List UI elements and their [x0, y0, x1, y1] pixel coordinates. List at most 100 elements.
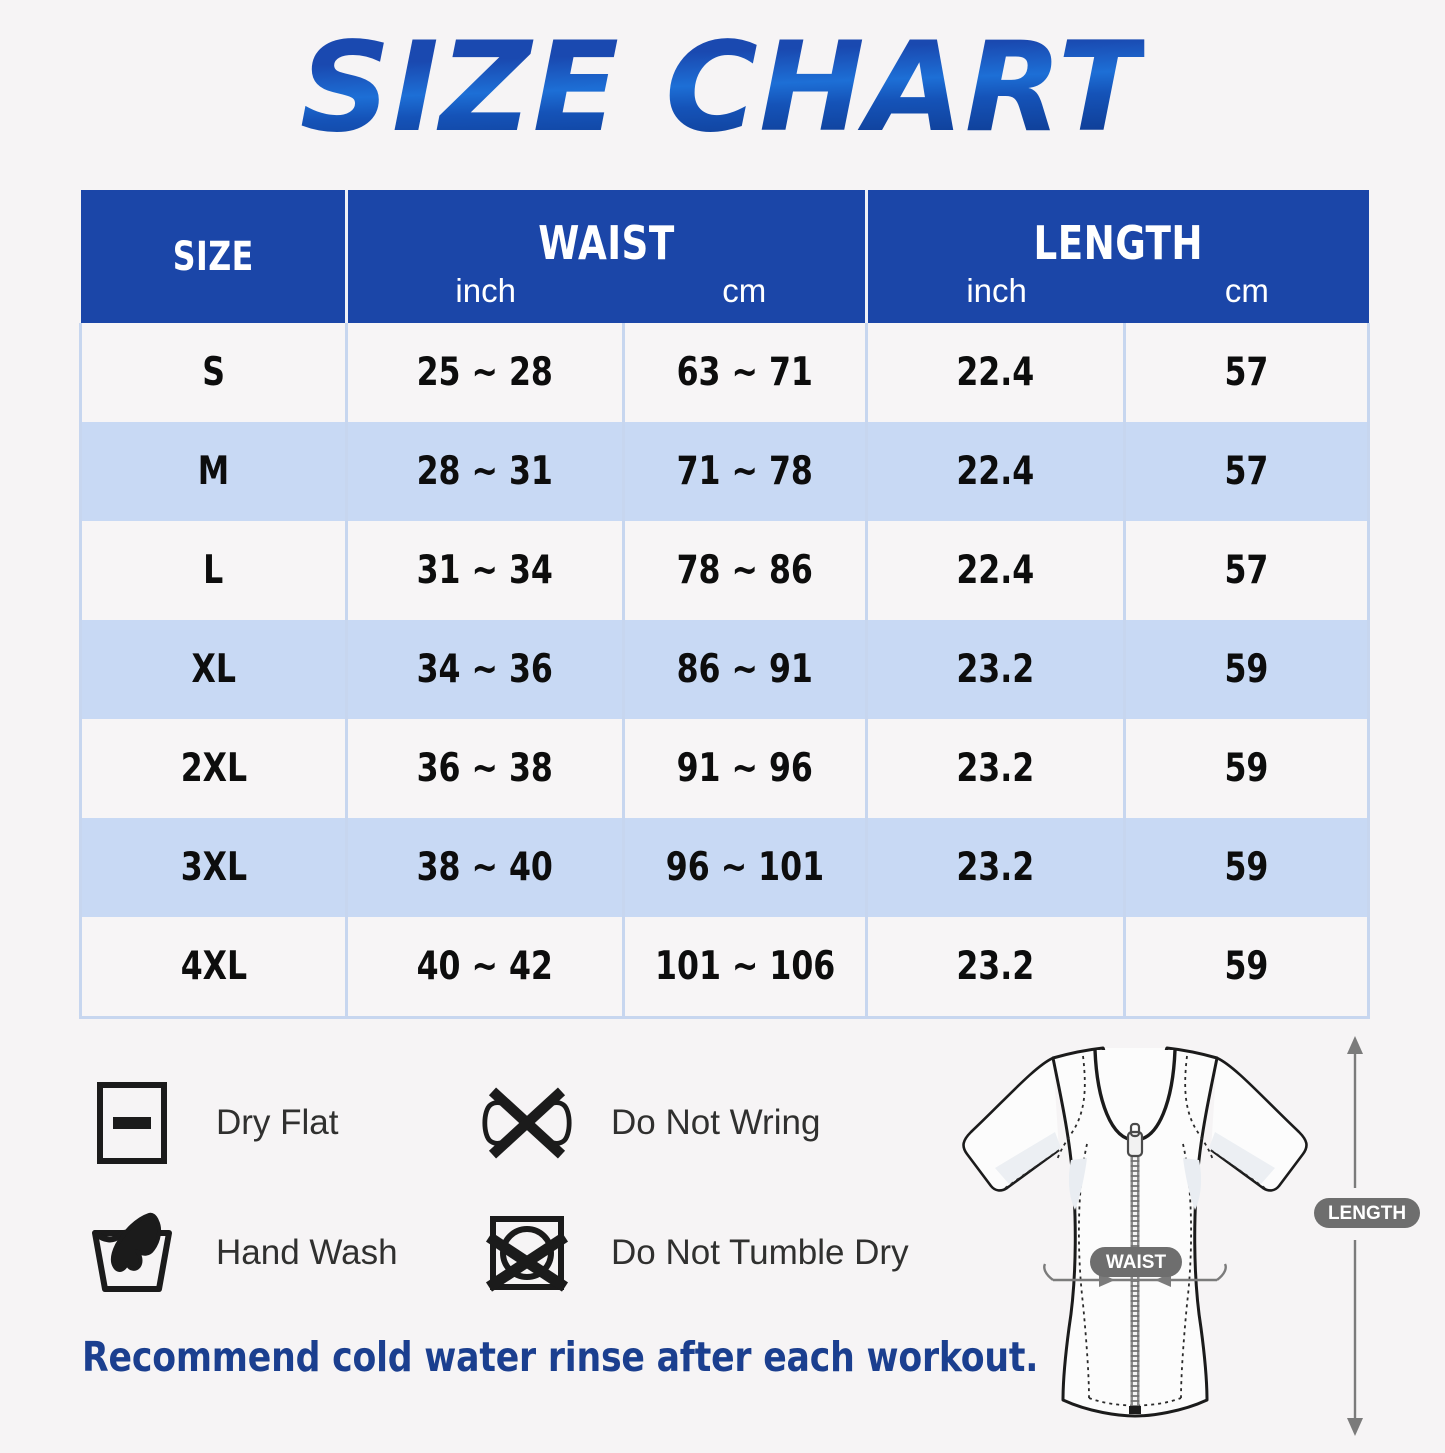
cell-length-inch: 23.2 [865, 620, 1126, 719]
care-instructions-grid: Dry Flat Do Not Wring Hand W [86, 1058, 956, 1318]
cell-length-cm: 57 [1123, 521, 1370, 620]
cell-waist-cm-value: 101 ~ 106 [654, 944, 836, 989]
column-header-length-label: LENGTH [1033, 216, 1203, 270]
cell-waist-inch: 36 ~ 38 [345, 719, 625, 818]
cell-size-value: M [197, 449, 230, 494]
column-subheader-length-cm: cm [1224, 272, 1269, 309]
cell-waist-inch-value: 38 ~ 40 [416, 845, 554, 890]
column-subheader-length-inch: inch [966, 272, 1027, 309]
cell-waist-cm: 86 ~ 91 [622, 620, 868, 719]
cell-waist-cm-value: 63 ~ 71 [676, 350, 814, 395]
cell-length-inch-value: 23.2 [956, 746, 1035, 791]
cell-waist-cm-value: 91 ~ 96 [676, 746, 814, 791]
cell-length-inch: 23.2 [865, 818, 1126, 917]
cell-size-value: 2XL [180, 746, 247, 791]
cell-size: 2XL [79, 719, 348, 818]
cell-waist-cm-value: 86 ~ 91 [676, 647, 814, 692]
column-header-size-label: SIZE [172, 233, 254, 280]
cell-length-inch-value: 22.4 [956, 449, 1035, 494]
cell-size: S [79, 323, 348, 422]
cell-size: L [79, 521, 348, 620]
cell-waist-cm: 63 ~ 71 [622, 323, 868, 422]
footer-note: Recommend cold water rinse after each wo… [82, 1333, 1039, 1381]
cell-waist-inch-value: 40 ~ 42 [416, 944, 554, 989]
cell-length-cm: 59 [1123, 818, 1370, 917]
care-item-do-not-wring: Do Not Wring [481, 1077, 951, 1169]
cell-length-cm-value: 57 [1224, 449, 1269, 494]
care-label-do-not-tumble-dry: Do Not Tumble Dry [611, 1233, 909, 1272]
cell-length-inch-value: 23.2 [956, 647, 1035, 692]
care-row: Hand Wash Do Not Tumble Dry [86, 1188, 956, 1318]
care-label-hand-wash: Hand Wash [216, 1233, 398, 1272]
cell-waist-inch: 28 ~ 31 [345, 422, 625, 521]
length-measure-arrow [1347, 1036, 1363, 1436]
column-header-waist-label: WAIST [538, 216, 675, 270]
dry-flat-icon [86, 1077, 178, 1169]
length-badge: LENGTH [1314, 1198, 1420, 1228]
title-bar: SIZE CHART [0, 18, 1445, 158]
table-row: S 25 ~ 28 63 ~ 71 22.4 57 [79, 323, 1370, 422]
cell-length-cm: 57 [1123, 422, 1370, 521]
cell-size: 3XL [79, 818, 348, 917]
cell-waist-cm: 96 ~ 101 [622, 818, 868, 917]
cell-length-inch-value: 22.4 [956, 548, 1035, 593]
cell-waist-inch-value: 36 ~ 38 [416, 746, 554, 791]
cell-waist-inch-value: 31 ~ 34 [416, 548, 554, 593]
cell-length-inch: 22.4 [865, 422, 1126, 521]
do-not-wring-icon [481, 1077, 573, 1169]
table-row: M 28 ~ 31 71 ~ 78 22.4 57 [79, 422, 1370, 521]
table-header: SIZE WAIST inch cm LENGTH inch cm [80, 190, 1369, 323]
cell-waist-inch-value: 25 ~ 28 [416, 350, 554, 395]
column-subheader-waist-inch: inch [455, 272, 516, 309]
cell-length-inch: 22.4 [865, 521, 1126, 620]
cell-size-value: S [202, 350, 225, 395]
cell-waist-cm: 71 ~ 78 [622, 422, 868, 521]
cell-waist-cm: 91 ~ 96 [622, 719, 868, 818]
cell-waist-cm-value: 96 ~ 101 [665, 845, 825, 890]
column-header-size: SIZE [80, 190, 347, 323]
table-row: L 31 ~ 34 78 ~ 86 22.4 57 [79, 521, 1370, 620]
care-item-dry-flat: Dry Flat [86, 1077, 481, 1169]
cell-length-cm: 59 [1123, 719, 1370, 818]
page-title: SIZE CHART [299, 16, 1146, 160]
column-header-waist: WAIST inch cm [345, 190, 867, 323]
cell-length-inch-value: 22.4 [956, 350, 1035, 395]
cell-waist-cm-value: 71 ~ 78 [676, 449, 814, 494]
care-item-do-not-tumble-dry: Do Not Tumble Dry [481, 1207, 951, 1299]
cell-waist-inch-value: 34 ~ 36 [416, 647, 554, 692]
cell-size-value: L [203, 548, 224, 593]
cell-size: 4XL [79, 917, 348, 1019]
cell-size-value: 4XL [180, 944, 247, 989]
cell-length-inch: 23.2 [865, 917, 1126, 1019]
cell-waist-inch-value: 28 ~ 31 [416, 449, 554, 494]
cell-length-inch-value: 23.2 [956, 944, 1035, 989]
cell-waist-cm: 78 ~ 86 [622, 521, 868, 620]
cell-length-cm-value: 59 [1224, 647, 1269, 692]
cell-length-inch-value: 23.2 [956, 845, 1035, 890]
waist-badge: WAIST [1090, 1247, 1182, 1277]
cell-waist-inch: 34 ~ 36 [345, 620, 625, 719]
cell-length-cm-value: 59 [1224, 845, 1269, 890]
cell-length-cm-value: 57 [1224, 350, 1269, 395]
column-subheader-waist-cm: cm [722, 272, 767, 309]
cell-waist-inch: 38 ~ 40 [345, 818, 625, 917]
cell-length-inch: 22.4 [865, 323, 1126, 422]
cell-waist-cm: 101 ~ 106 [622, 917, 868, 1019]
cell-length-cm: 59 [1123, 620, 1370, 719]
table-body: S 25 ~ 28 63 ~ 71 22.4 57 M 28 ~ 31 71 ~ 78 22.4… [79, 323, 1370, 1019]
care-label-do-not-wring: Do Not Wring [611, 1103, 821, 1142]
cell-length-cm-value: 59 [1224, 746, 1269, 791]
table-row: XL 34 ~ 36 86 ~ 91 23.2 59 [79, 620, 1370, 719]
waist-badge-label: WAIST [1106, 1252, 1167, 1273]
table-row: 4XL 40 ~ 42 101 ~ 106 23.2 59 [79, 917, 1370, 1019]
cell-size: M [79, 422, 348, 521]
cell-waist-inch: 25 ~ 28 [345, 323, 625, 422]
size-chart-table: SIZE WAIST inch cm LENGTH inch cm [79, 190, 1370, 1019]
cell-waist-inch: 40 ~ 42 [345, 917, 625, 1019]
cell-size-value: 3XL [180, 845, 247, 890]
cell-length-inch: 23.2 [865, 719, 1126, 818]
length-badge-label: LENGTH [1328, 1203, 1406, 1224]
cell-length-cm-value: 57 [1224, 548, 1269, 593]
table-row: 2XL 36 ~ 38 91 ~ 96 23.2 59 [79, 719, 1370, 818]
do-not-tumble-dry-icon [481, 1207, 573, 1299]
